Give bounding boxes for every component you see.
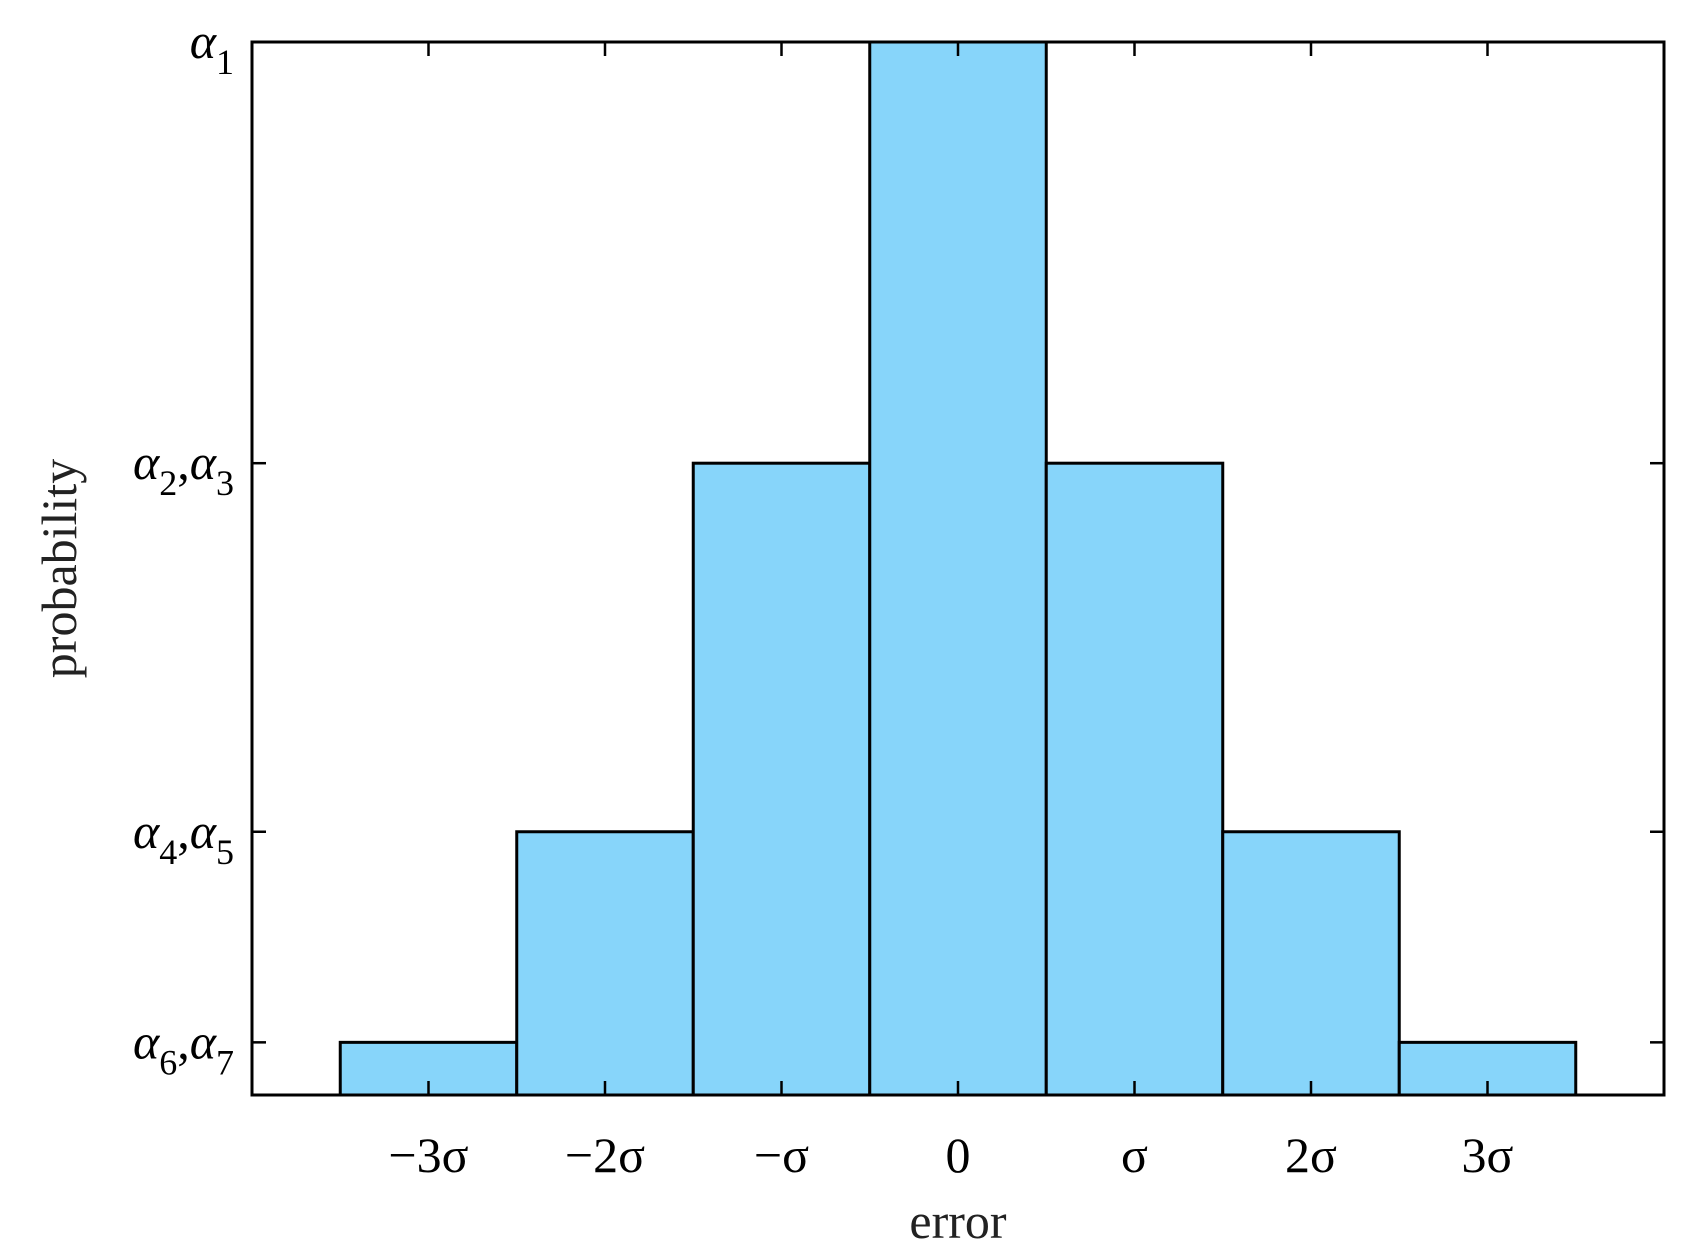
bar-4 [1044,461,1225,1097]
bar-1 [515,830,695,1097]
x-tick-label: −2σ [565,1127,645,1183]
y-tick-label: α6,α7 [133,1013,234,1082]
x-tick-label: 0 [946,1127,971,1183]
y-tick-labels: α1 α2,α3 α4,α5 α6,α7 [133,13,234,1082]
y-tick-label: α4,α5 [133,803,234,872]
x-tick-label: 3σ [1462,1127,1514,1183]
x-tick-label: −3σ [388,1127,468,1183]
y-axis-label: probability [31,459,87,678]
x-tick-label: 2σ [1285,1127,1337,1183]
plot-frame [250,40,1666,1097]
bars-group [338,40,1578,1097]
bar-5 [1221,830,1401,1097]
x-axis-label: error [909,1193,1006,1249]
x-tick-label: −σ [754,1127,809,1183]
bar-2 [691,461,872,1097]
x-tick-label: σ [1121,1127,1148,1183]
y-tick-label: α2,α3 [133,434,234,503]
x-tick-labels: −3σ −2σ −σ 0 σ 2σ 3σ [388,1127,1513,1183]
y-tick-label: α1 [190,13,234,82]
bar-3 [868,40,1048,1097]
